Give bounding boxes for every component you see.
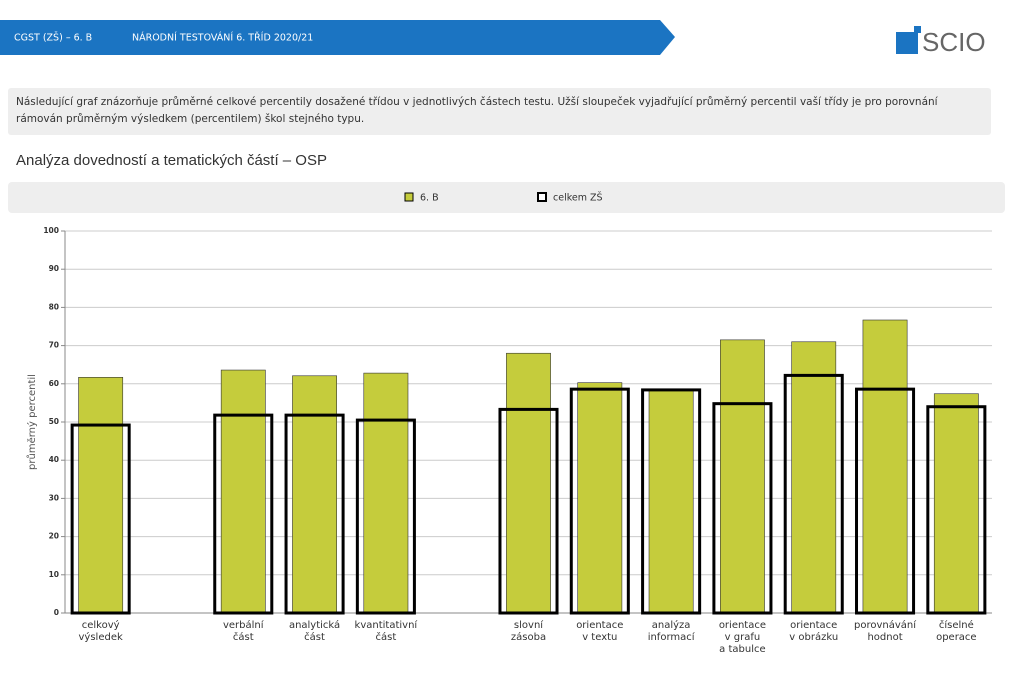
bar-outline xyxy=(926,405,987,615)
bar-outline xyxy=(355,418,416,615)
bar-outline xyxy=(783,373,844,615)
logo-dot xyxy=(914,26,921,33)
legend-label: 6. B xyxy=(420,193,439,204)
header-banner xyxy=(0,20,675,55)
x-tick-label: analytická část xyxy=(288,620,341,643)
bar-outline xyxy=(498,407,559,615)
bar xyxy=(791,341,837,614)
bar-outline xyxy=(70,423,131,615)
y-tick-label: 70 xyxy=(49,341,59,350)
header-test: NÁRODNÍ TESTOVÁNÍ 6. TŘÍD 2020/21 xyxy=(132,32,313,44)
bar xyxy=(648,389,694,614)
y-tick-label: 40 xyxy=(49,455,59,464)
bar xyxy=(506,352,551,614)
y-tick-label: 50 xyxy=(49,417,59,426)
x-tick-label: číselné operace xyxy=(936,620,977,643)
y-tick-label: 100 xyxy=(43,226,59,235)
x-tick-label: slovní zásoba xyxy=(510,620,547,643)
legend-marker xyxy=(537,192,547,202)
bar-outline xyxy=(213,413,274,615)
bar xyxy=(220,369,266,614)
bar xyxy=(933,393,979,614)
y-tick-label: 0 xyxy=(54,608,59,617)
y-tick-label: 30 xyxy=(49,493,59,502)
bar xyxy=(862,319,908,614)
bar xyxy=(292,375,337,614)
x-tick-label: kvantitativní část xyxy=(354,620,418,643)
logo-text: SCIO xyxy=(922,27,986,57)
y-axis-label: průměrný percentil xyxy=(26,374,38,470)
x-tick-label: porovnávání hodnot xyxy=(854,620,917,643)
y-tick-label: 80 xyxy=(49,302,59,311)
bar-outline xyxy=(569,387,630,615)
header-class: CGST (ZŠ) – 6. B xyxy=(14,32,92,44)
bar xyxy=(363,372,409,614)
legend-label: celkem ZŠ xyxy=(553,192,603,204)
x-tick-label: orientace v obrázku xyxy=(789,620,839,643)
x-tick-label: orientace v textu xyxy=(576,620,624,643)
y-tick-label: 20 xyxy=(49,532,59,541)
bar xyxy=(577,382,623,614)
bar xyxy=(78,377,124,614)
bar xyxy=(720,339,765,614)
legend-marker xyxy=(404,192,414,202)
bar-outline xyxy=(855,387,916,615)
logo-square xyxy=(896,32,918,54)
bar-outline xyxy=(641,388,702,615)
x-tick-label: orientace v grafu a tabulce xyxy=(718,620,767,655)
description: Následující graf znázorňuje průměrné cel… xyxy=(8,88,991,135)
chart-title: Analýza dovedností a tematických částí –… xyxy=(16,152,327,169)
bar-outline xyxy=(284,413,345,615)
y-tick-label: 10 xyxy=(49,570,59,579)
x-tick-label: celkový výsledek xyxy=(78,620,123,643)
y-tick-label: 60 xyxy=(49,379,59,388)
x-tick-label: analýza informací xyxy=(647,620,695,643)
bar-outline xyxy=(712,402,773,615)
legend-box xyxy=(8,182,1005,213)
x-tick-label: verbální část xyxy=(222,620,264,643)
y-tick-label: 90 xyxy=(49,264,59,273)
